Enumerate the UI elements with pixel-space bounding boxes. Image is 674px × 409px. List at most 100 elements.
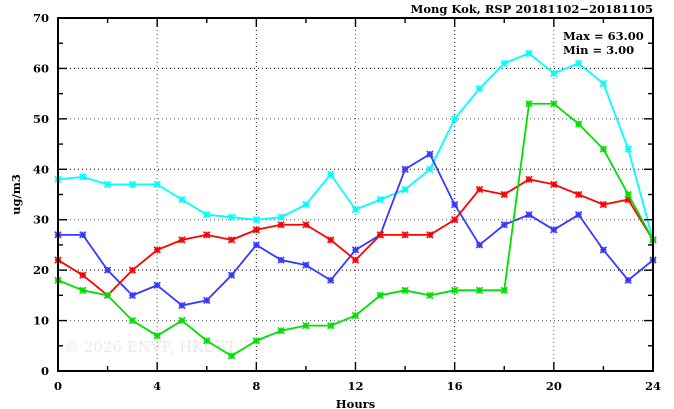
y-tick-label: 0 [41, 364, 49, 378]
data-point [203, 211, 211, 219]
data-point [475, 286, 484, 294]
data-point [327, 276, 335, 284]
data-point [401, 231, 409, 239]
y-tick-label: 10 [33, 314, 49, 328]
data-point [327, 170, 335, 178]
data-point [525, 100, 533, 108]
x-tick-label: 16 [447, 379, 463, 393]
data-point [128, 316, 137, 325]
data-point [401, 286, 409, 294]
data-point [525, 175, 533, 184]
data-point [153, 246, 161, 254]
y-tick-label: 40 [33, 162, 49, 176]
data-point [128, 291, 137, 300]
data-point [203, 337, 211, 345]
data-point [79, 173, 87, 181]
data-point [302, 200, 310, 209]
data-point [475, 241, 484, 249]
data-point [302, 221, 310, 229]
data-point [500, 59, 508, 68]
data-point [574, 190, 583, 199]
data-point [500, 221, 508, 229]
data-point [227, 271, 236, 279]
data-point [574, 211, 583, 219]
data-point [451, 115, 459, 123]
y-tick-label: 50 [33, 112, 49, 126]
y-tick-label: 60 [33, 61, 49, 75]
data-point [128, 180, 137, 189]
data-point [277, 326, 285, 335]
data-point [525, 211, 533, 219]
watermark-text: © 2026 ENVF, HKUST [64, 338, 236, 356]
data-point [252, 337, 260, 345]
data-point [550, 100, 558, 108]
y-tick-label: 70 [33, 11, 49, 25]
data-point [227, 236, 236, 244]
data-point [475, 84, 484, 93]
x-tick-label: 12 [347, 379, 363, 393]
data-point [599, 200, 608, 209]
data-point [178, 236, 186, 244]
data-point [376, 195, 384, 204]
data-point [599, 145, 608, 153]
x-tick-label: 24 [645, 379, 661, 393]
data-point [500, 190, 508, 199]
data-point [426, 165, 434, 173]
data-point [252, 216, 260, 224]
data-point [103, 266, 112, 274]
data-point [376, 291, 384, 300]
data-point [327, 321, 335, 330]
series-layer [54, 49, 657, 360]
data-point [624, 195, 632, 204]
axis-tick-labels: 0 10 20 30 40 50 60 70 0 4 8 12 16 20 24 [33, 11, 661, 393]
data-point [128, 266, 137, 274]
data-point [79, 271, 87, 279]
watermark: © 2026 ENVF, HKUST [64, 338, 236, 356]
data-point [103, 180, 112, 189]
data-point [426, 231, 434, 239]
data-point [624, 190, 632, 199]
data-point [153, 332, 161, 340]
data-point [624, 276, 632, 284]
data-point [277, 256, 285, 264]
data-point [302, 321, 310, 330]
data-point [103, 291, 112, 300]
data-point [277, 221, 285, 229]
max-annotation: Max = 63.00 [563, 29, 644, 43]
data-point [451, 216, 459, 224]
data-point [451, 200, 459, 209]
data-point [599, 79, 608, 88]
data-point [227, 352, 236, 360]
data-point [79, 231, 87, 239]
grid-lines [58, 18, 653, 371]
data-point [227, 213, 236, 221]
data-point [277, 213, 285, 221]
data-point [475, 185, 484, 194]
min-annotation: Min = 3.00 [563, 43, 634, 57]
data-point [500, 286, 508, 294]
data-point [574, 120, 583, 128]
data-point [327, 236, 335, 244]
data-point [302, 261, 310, 269]
data-point [153, 180, 161, 189]
data-point [178, 316, 186, 325]
axis-ticks [57, 17, 654, 372]
data-point [451, 286, 459, 294]
data-point [376, 231, 384, 239]
data-point [252, 241, 260, 249]
x-tick-label: 20 [546, 379, 562, 393]
x-axis-label: Hours [336, 397, 375, 409]
data-point [525, 49, 533, 57]
data-point [178, 301, 186, 310]
data-point [178, 195, 186, 204]
y-tick-label: 20 [33, 263, 49, 277]
data-point [153, 281, 161, 289]
data-point [203, 296, 211, 305]
data-point [599, 246, 608, 254]
data-point [550, 69, 558, 78]
data-point [426, 150, 434, 158]
y-axis-label: ug/m3 [9, 174, 23, 215]
